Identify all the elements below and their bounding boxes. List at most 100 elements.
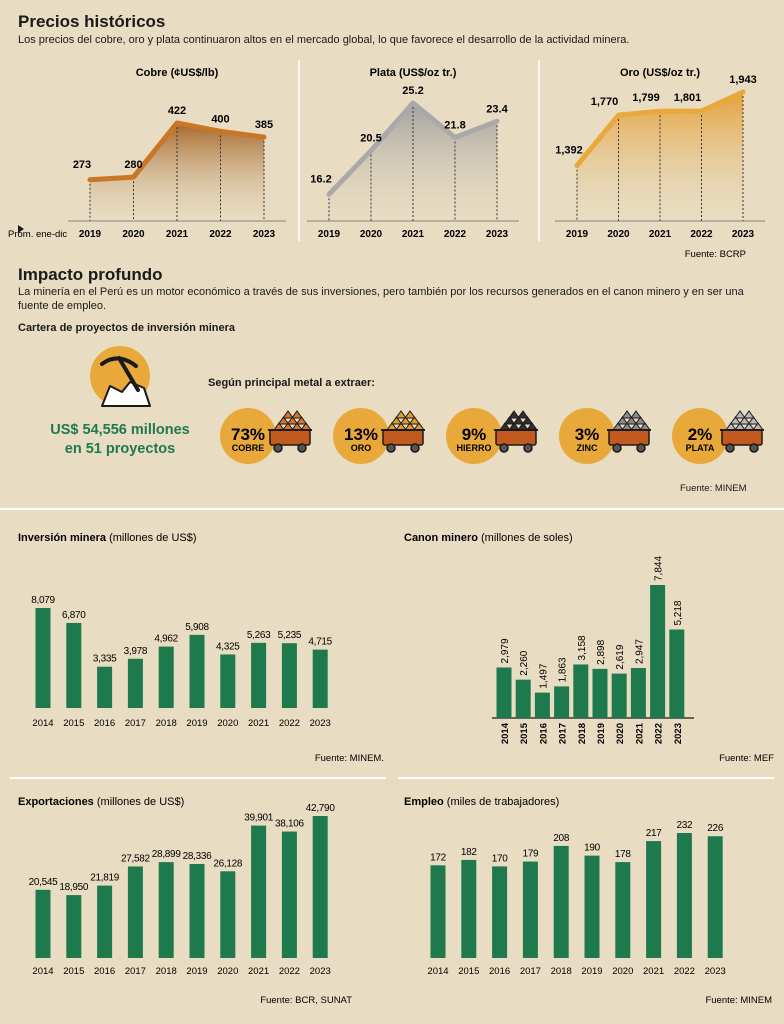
price-source: Fuente: BCRP [685, 249, 746, 260]
year-tick-label: 2020 [607, 229, 630, 240]
metal-percent: 3% [575, 425, 600, 444]
bar-year-label: 2021 [634, 722, 645, 744]
year-tick-label: 2020 [122, 229, 145, 240]
bar-value-label: 3,158 [577, 635, 588, 660]
bar [97, 666, 113, 708]
metal-name: ZINC [577, 443, 598, 453]
mine-cart-icon [720, 410, 764, 453]
bar-year-label: 2016 [538, 723, 549, 744]
portfolio-total: US$ 54,556 millones en 51 proyectos [40, 421, 200, 459]
bar-value-label: 5,235 [278, 630, 302, 641]
bar-value-label: 179 [523, 849, 540, 860]
bar [461, 859, 477, 958]
year-tick-label: 2023 [253, 229, 276, 240]
bar [676, 833, 692, 958]
bar [669, 629, 685, 718]
bar [312, 816, 328, 958]
bar-year-label: 2018 [551, 966, 572, 977]
year-tick-label: 2022 [444, 229, 467, 240]
year-tick-label: 2019 [566, 229, 589, 240]
bar-year-label: 2018 [156, 718, 177, 729]
year-tick-label: 2019 [79, 229, 102, 240]
bar-year-label: 2015 [458, 966, 479, 977]
bar [646, 841, 662, 958]
bar-chart-source: Fuente: BCR, SUNAT [260, 995, 352, 1006]
bar-value-label: 178 [615, 849, 632, 860]
bar-year-label: 2020 [612, 966, 633, 977]
exportaciones-chart: Exportaciones (millones de US$) 20,545 201… [0, 786, 392, 1018]
bar-year-label: 2022 [674, 966, 695, 977]
year-tick-label: 2022 [209, 229, 232, 240]
bar-year-label: 2018 [156, 966, 177, 977]
bar-year-label: 2021 [643, 966, 664, 977]
mine-cart-icon [607, 410, 651, 453]
bar-year-label: 2022 [279, 718, 300, 729]
metal-circle [672, 408, 728, 464]
bar-chart-title: Canon minero (millones de soles) [404, 532, 573, 544]
year-tick-label: 2021 [402, 229, 425, 240]
bar-value-label: 42,790 [306, 803, 336, 814]
bar-value-label: 3,978 [124, 646, 148, 657]
bar-chart-title: Empleo (miles de trabajadores) [404, 796, 559, 808]
bar [312, 649, 328, 708]
portfolio-total-amount: US$ 54,556 millones [50, 422, 190, 438]
bar-value-label: 7,844 [654, 556, 665, 581]
metal-name: PLATA [686, 443, 715, 453]
bar-year-label: 2020 [217, 718, 238, 729]
bar-year-label: 2015 [63, 718, 84, 729]
bar-year-label: 2017 [125, 966, 146, 977]
bar-year-label: 2017 [125, 718, 146, 729]
separator [398, 777, 774, 779]
bar [220, 871, 236, 958]
bar [522, 861, 538, 958]
bar [127, 866, 143, 958]
price-value-label: 23.4 [486, 103, 508, 115]
bar-year-label: 2020 [615, 723, 626, 744]
price-value-label: 422 [168, 105, 186, 117]
bar-value-label: 170 [492, 853, 509, 864]
bar-chart-title: Inversión minera (millones de US$) [18, 532, 197, 544]
price-line [87, 120, 267, 183]
minem-source: Fuente: MINEM [680, 483, 747, 494]
price-value-label: 400 [211, 113, 229, 125]
bar-year-label: 2019 [186, 718, 207, 729]
bar-value-label: 18,950 [59, 882, 89, 893]
bar-value-label: 1,497 [538, 663, 549, 688]
bar-chart-source: Fuente: MINEM [705, 995, 772, 1006]
portfolio-heading: Cartera de proyectos de inversión minera [18, 322, 236, 334]
mine-cart-icon [494, 410, 538, 453]
metal-breakdown: 73% COBRE 13% ORO 9% HIERRO 3% ZINC 2% PLATA [220, 408, 780, 468]
section2-title: Impacto profundo [18, 265, 163, 284]
metal-circle [220, 408, 276, 464]
bar [611, 673, 627, 718]
bar-year-label: 2023 [705, 966, 726, 977]
bar-year-label: 2015 [519, 722, 530, 744]
bar-chart-source: Fuente: MEF [719, 753, 774, 764]
metal-percent: 9% [462, 425, 487, 444]
price-value-label: 1,943 [729, 74, 757, 86]
by-metal-label: Según principal metal a extraer: [208, 377, 375, 389]
bar [615, 862, 631, 958]
bar-value-label: 217 [646, 828, 663, 839]
metal-circle [333, 408, 389, 464]
bar [496, 667, 512, 718]
price-value-label: 20.5 [360, 133, 381, 145]
bar-value-label: 2,979 [500, 638, 511, 663]
bar [534, 692, 550, 718]
bar-value-label: 27,582 [121, 853, 151, 864]
bar-year-label: 2021 [248, 718, 269, 729]
price-value-label: 280 [124, 159, 142, 171]
bar-chart-title: Exportaciones (millones de US$) [18, 796, 184, 808]
bar-chart-source: Fuente: MINEM. [315, 753, 384, 764]
bar-year-label: 2019 [186, 966, 207, 977]
metal-item: 2%PLATA [672, 408, 764, 464]
price-value-label: 385 [255, 119, 273, 131]
bar-year-label: 2019 [596, 723, 607, 744]
bar-year-label: 2022 [654, 723, 665, 744]
mine-cart-icon [268, 410, 312, 453]
bar [553, 845, 569, 958]
metal-percent: 13% [344, 425, 378, 444]
bar [573, 664, 589, 718]
bar [650, 585, 666, 718]
bar-year-label: 2022 [279, 966, 300, 977]
